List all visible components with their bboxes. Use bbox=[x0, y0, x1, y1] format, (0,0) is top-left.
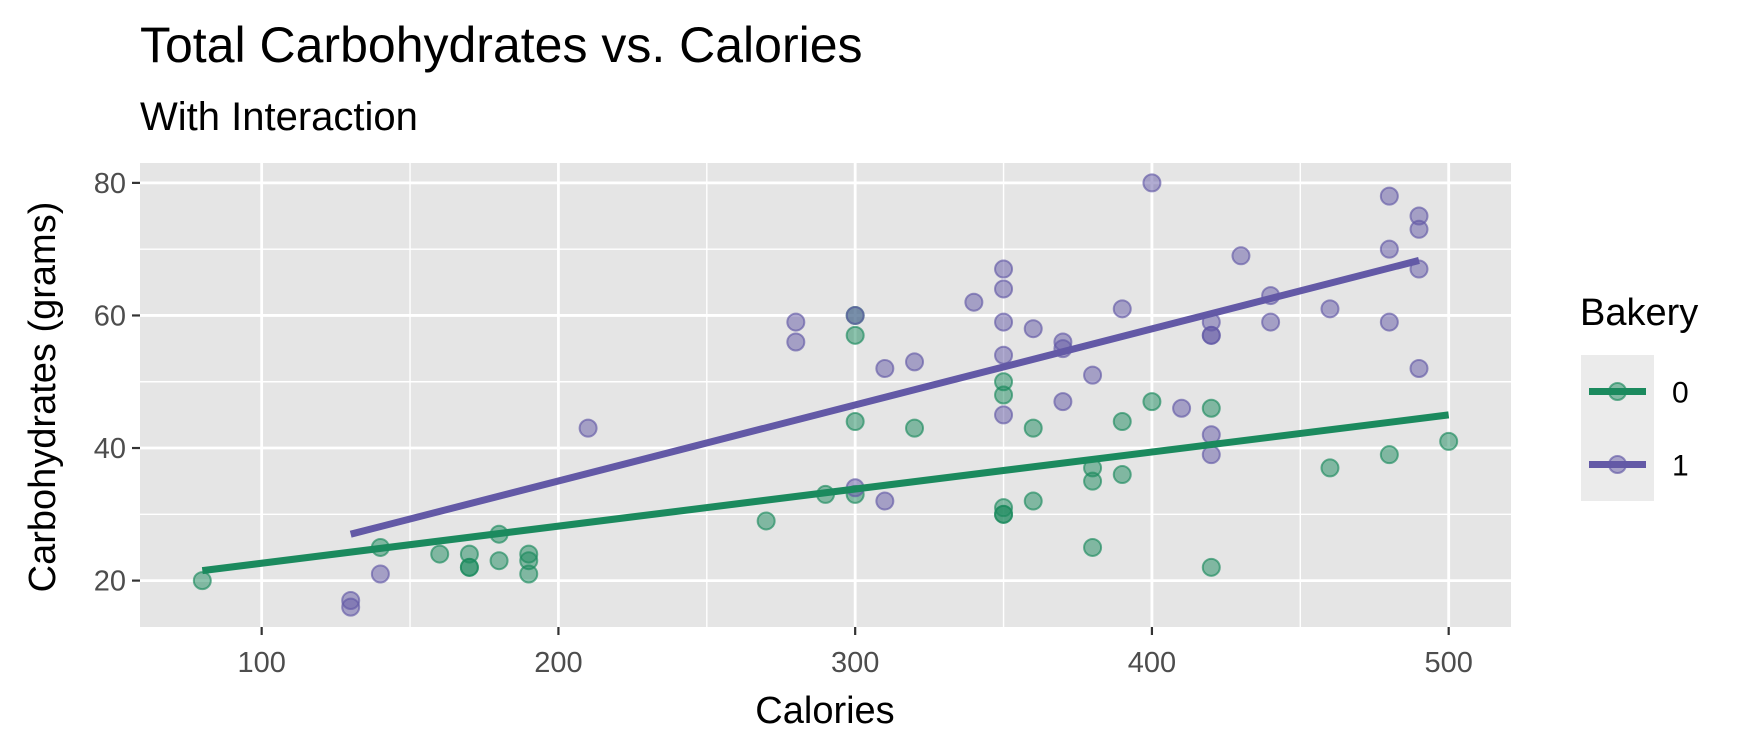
major-gridlines bbox=[140, 163, 1511, 627]
data-point-series-0 bbox=[845, 325, 865, 345]
data-point-series-1 bbox=[905, 352, 925, 372]
legend: Bakery 01 bbox=[1580, 292, 1698, 501]
data-point-series-0 bbox=[1379, 445, 1399, 465]
data-point-series-1 bbox=[875, 491, 895, 511]
x-tick-label: 300 bbox=[831, 647, 879, 679]
data-point-series-1 bbox=[1112, 299, 1132, 319]
data-point-series-1 bbox=[845, 305, 865, 325]
data-point-series-1 bbox=[1023, 319, 1043, 339]
x-tick-label: 500 bbox=[1424, 647, 1472, 679]
x-axis-title: Calories bbox=[755, 690, 894, 732]
data-point-series-1 bbox=[1379, 186, 1399, 206]
x-axis: 100 200 300 400 500 bbox=[237, 627, 1473, 679]
data-point-series-0 bbox=[994, 385, 1014, 405]
data-point-series-0 bbox=[1320, 458, 1340, 478]
fit-line-series-1 bbox=[349, 257, 1420, 538]
data-point-series-1 bbox=[370, 564, 390, 584]
legend-label-1: 1 bbox=[1672, 450, 1689, 483]
data-point-series-1 bbox=[1379, 239, 1399, 259]
data-point-series-1 bbox=[1142, 173, 1162, 193]
data-point-series-0 bbox=[1023, 418, 1043, 438]
data-point-series-0 bbox=[1142, 392, 1162, 412]
data-point-series-0 bbox=[845, 412, 865, 432]
data-point-series-0 bbox=[1023, 491, 1043, 511]
data-point-series-1 bbox=[994, 259, 1014, 279]
x-tick-label: 100 bbox=[237, 647, 285, 679]
plot-panel bbox=[140, 163, 1511, 627]
data-point-series-1 bbox=[994, 405, 1014, 425]
legend-key-point-0 bbox=[1608, 382, 1627, 401]
y-axis-title: Carbohydrates (grams) bbox=[22, 202, 64, 593]
data-point-series-0 bbox=[994, 504, 1014, 524]
data-point-series-0 bbox=[756, 511, 776, 531]
y-axis: 20 40 60 80 bbox=[94, 168, 140, 598]
data-point-series-1 bbox=[1320, 299, 1340, 319]
data-point-series-1 bbox=[1261, 312, 1281, 332]
fit-lines bbox=[201, 257, 1450, 575]
data-points bbox=[192, 173, 1459, 617]
data-point-series-0 bbox=[192, 571, 212, 591]
data-point-series-1 bbox=[1231, 246, 1251, 266]
data-point-series-1 bbox=[786, 312, 806, 332]
data-point-series-1 bbox=[1053, 392, 1073, 412]
chart-title: Total Carbohydrates vs. Calories bbox=[140, 17, 863, 73]
data-point-series-1 bbox=[578, 418, 598, 438]
y-tick-label: 80 bbox=[94, 168, 126, 200]
data-point-series-0 bbox=[519, 564, 539, 584]
y-tick-label: 20 bbox=[94, 566, 126, 598]
data-point-series-1 bbox=[1201, 325, 1221, 345]
data-point-series-0 bbox=[489, 551, 509, 571]
minor-gridlines bbox=[140, 163, 1511, 627]
data-point-series-1 bbox=[994, 312, 1014, 332]
data-point-series-0 bbox=[1083, 537, 1103, 557]
data-point-series-1 bbox=[994, 345, 1014, 365]
x-tick-label: 400 bbox=[1128, 647, 1176, 679]
data-point-series-0 bbox=[905, 418, 925, 438]
data-point-series-1 bbox=[1172, 398, 1192, 418]
data-point-series-1 bbox=[964, 292, 984, 312]
y-tick-label: 40 bbox=[94, 433, 126, 465]
legend-key-point-1 bbox=[1608, 455, 1627, 474]
data-point-series-1 bbox=[1409, 358, 1429, 378]
x-tick-label: 200 bbox=[534, 647, 582, 679]
data-point-series-1 bbox=[875, 358, 895, 378]
legend-items: 01 bbox=[1589, 377, 1689, 483]
data-point-series-0 bbox=[430, 544, 450, 564]
data-point-series-1 bbox=[341, 597, 361, 617]
data-point-series-0 bbox=[1201, 557, 1221, 577]
y-tick-label: 60 bbox=[94, 300, 126, 332]
legend-title: Bakery bbox=[1580, 292, 1698, 334]
data-point-series-0 bbox=[1083, 471, 1103, 491]
data-point-series-0 bbox=[1439, 431, 1459, 451]
data-point-series-0 bbox=[1112, 465, 1132, 485]
data-point-series-0 bbox=[1112, 412, 1132, 432]
data-point-series-0 bbox=[459, 557, 479, 577]
data-point-series-1 bbox=[1409, 219, 1429, 239]
data-point-series-0 bbox=[1201, 398, 1221, 418]
legend-label-0: 0 bbox=[1672, 377, 1689, 410]
data-point-series-1 bbox=[786, 332, 806, 352]
legend-key-background bbox=[1581, 355, 1654, 501]
fit-line-series-0 bbox=[201, 411, 1450, 575]
chart-subtitle: With Interaction bbox=[140, 95, 418, 139]
data-point-series-1 bbox=[1379, 312, 1399, 332]
data-point-series-1 bbox=[1083, 365, 1103, 385]
data-point-series-1 bbox=[994, 279, 1014, 299]
